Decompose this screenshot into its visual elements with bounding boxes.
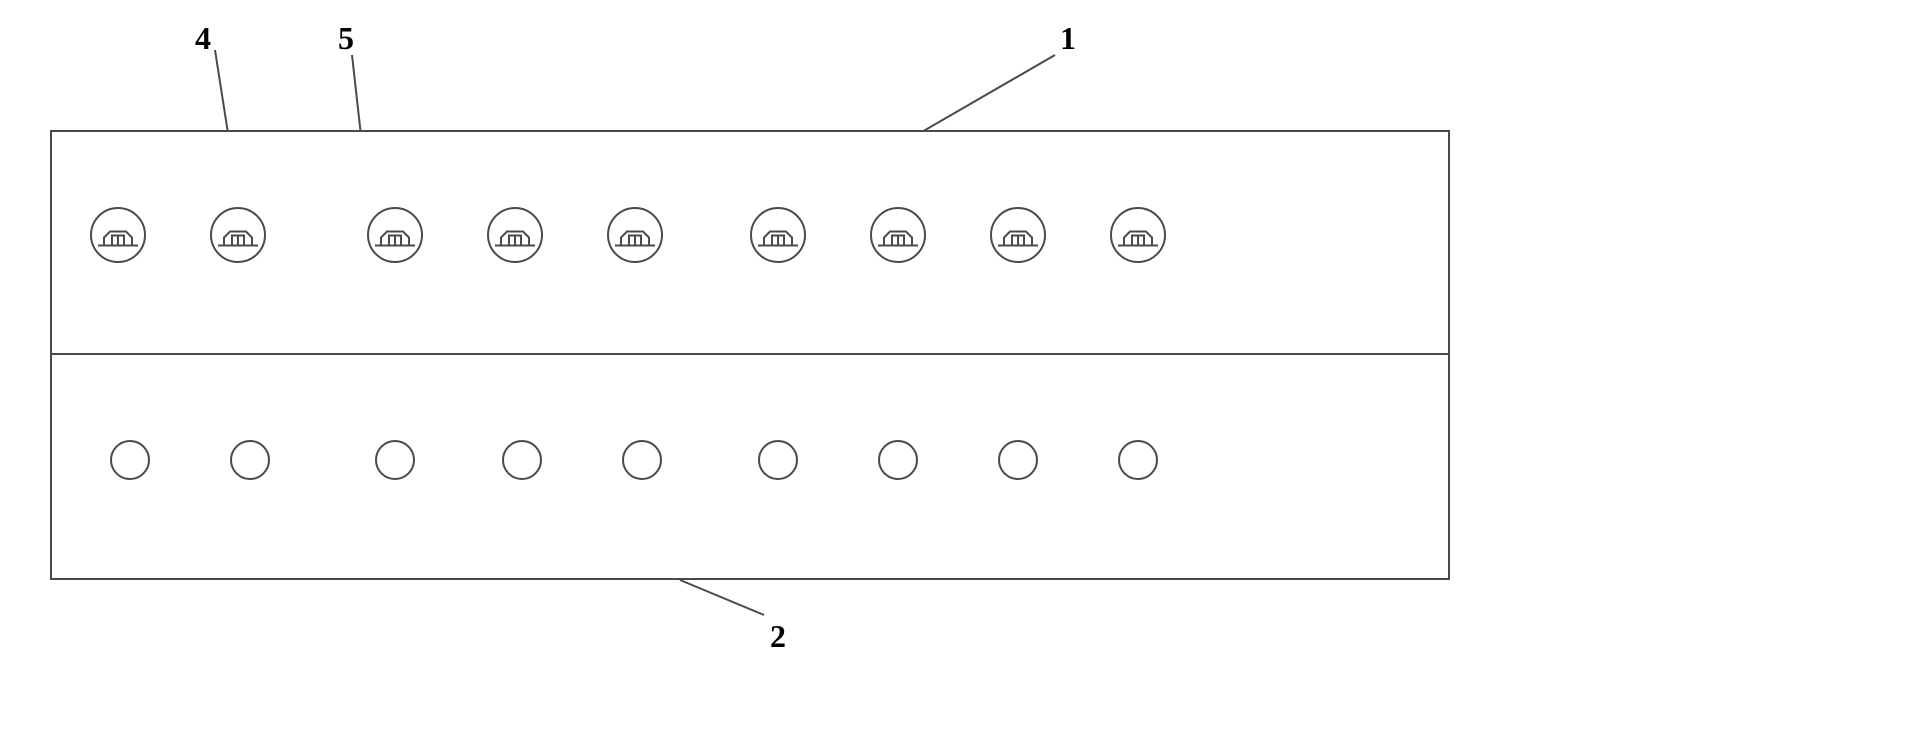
lower-empty-circle [622,440,662,480]
structure-icon [756,222,800,252]
structure-icon [373,222,417,252]
lower-empty-circle [110,440,150,480]
structure-icon [1116,222,1160,252]
diagram-container [50,130,1450,580]
lower-empty-circle [998,440,1038,480]
upper-component-circle [487,207,543,263]
structure-icon [876,222,920,252]
upper-component-circle [210,207,266,263]
lower-empty-circle [758,440,798,480]
label-4: 4 [195,20,211,57]
lower-empty-circle [230,440,270,480]
upper-component-circle [1110,207,1166,263]
lower-empty-circle [878,440,918,480]
structure-icon [613,222,657,252]
structure-icon [216,222,260,252]
upper-component-circle [870,207,926,263]
label-1: 1 [1060,20,1076,57]
leader-line-1 [920,55,1055,133]
upper-component-circle [607,207,663,263]
upper-component-circle [750,207,806,263]
lower-empty-circle [502,440,542,480]
label-2: 2 [770,618,786,655]
leader-line-2 [680,580,764,615]
lower-empty-circle [1118,440,1158,480]
upper-component-circle [990,207,1046,263]
structure-icon [996,222,1040,252]
upper-component-circle [90,207,146,263]
upper-component-circle [367,207,423,263]
label-5: 5 [338,20,354,57]
lower-empty-circle [375,440,415,480]
structure-icon [96,222,140,252]
structure-icon [493,222,537,252]
